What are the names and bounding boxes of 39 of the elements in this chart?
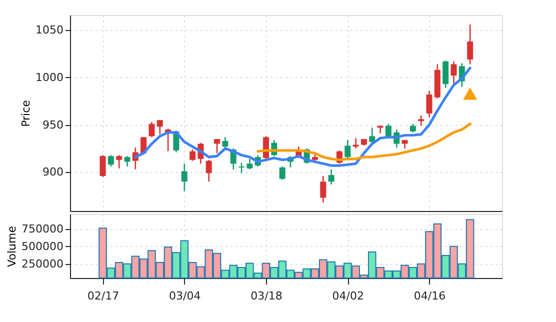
candlestick	[426, 90, 432, 118]
y-tick-label: 750000	[22, 222, 64, 236]
candlestick	[190, 148, 196, 162]
y-tick-label: 900	[42, 166, 64, 179]
x-tick-label: 04/02	[332, 290, 364, 302]
candlestick	[369, 127, 376, 144]
y-tick-label: 250000	[22, 257, 64, 270]
y-tick-label: 950	[42, 118, 64, 132]
candlestick	[246, 158, 253, 170]
candlestick	[108, 154, 114, 168]
candlestick	[352, 137, 359, 150]
y-tick-label: 1050	[36, 24, 64, 37]
candlestick	[100, 154, 106, 178]
candlestick	[148, 121, 155, 138]
y-tick-label: 500000	[22, 240, 64, 253]
candlestick	[328, 168, 334, 186]
candlestick	[344, 139, 351, 159]
x-tick-label: 02/17	[87, 290, 120, 302]
x-tick-label: 03/04	[169, 290, 201, 302]
candlestick	[320, 175, 326, 204]
candlestick	[279, 166, 286, 180]
y-axis-title: Price	[20, 100, 33, 127]
candlestick	[222, 136, 228, 148]
candlestick	[214, 138, 220, 154]
candlestick	[442, 60, 449, 89]
candlestick	[156, 119, 163, 135]
y-tick-label: 1000	[36, 70, 64, 84]
candlestick	[450, 60, 457, 85]
x-tick-label: 04/16	[414, 290, 446, 302]
x-tick-label: 03/18	[250, 290, 282, 302]
candlestick	[124, 155, 130, 168]
candlestick	[206, 159, 212, 182]
candlestick	[467, 24, 474, 65]
candlestick	[116, 154, 122, 170]
y-axis-title: Volume	[6, 226, 19, 267]
candlestick	[238, 162, 245, 174]
candlestick	[181, 163, 188, 192]
line-series	[256, 122, 472, 162]
candlestick	[418, 114, 424, 126]
